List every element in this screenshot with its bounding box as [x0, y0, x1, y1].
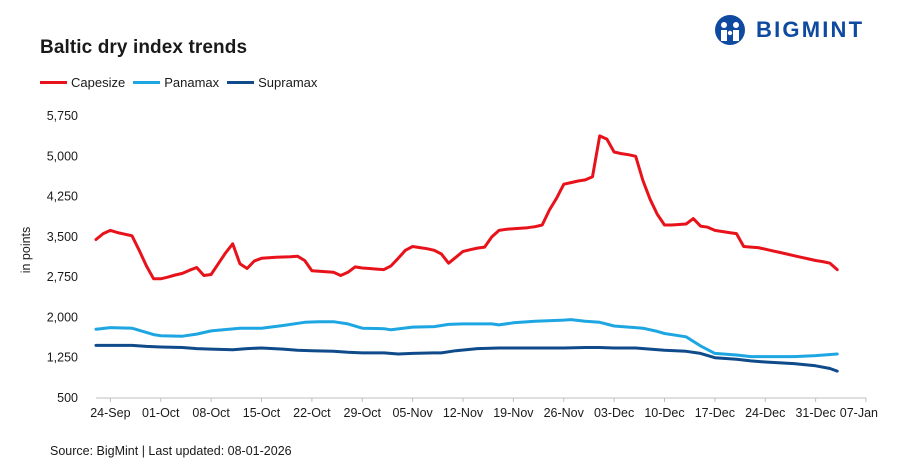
x-tick-label: 19-Nov — [493, 406, 534, 420]
legend-item-panamax[interactable]: Panamax — [133, 75, 219, 90]
legend-label-supramax: Supramax — [258, 75, 318, 90]
x-tick-label: 24-Dec — [745, 406, 785, 420]
x-tick-label: 29-Oct — [344, 406, 382, 420]
x-tick-label: 01-Oct — [142, 406, 180, 420]
legend-swatch-panamax — [133, 81, 161, 84]
x-tick-label: 31-Dec — [795, 406, 835, 420]
legend-item-supramax[interactable]: Supramax — [227, 75, 317, 90]
series-line-panamax — [94, 318, 839, 359]
legend-item-capesize[interactable]: Capesize — [40, 75, 125, 90]
y-tick-label: 2,000 — [47, 310, 78, 324]
series-line-capesize — [94, 134, 839, 281]
x-tick-label: 10-Dec — [644, 406, 684, 420]
x-axis: 24-Sep 01-Oct 08-Oct 15-Oct 22-Oct 29-Oct 05-N… — [90, 397, 878, 420]
x-tick-label: 12-Nov — [443, 406, 484, 420]
y-axis-label: in points — [19, 227, 33, 274]
chart-title: Baltic dry index trends — [40, 37, 248, 58]
x-tick-label: 08-Oct — [192, 406, 230, 420]
y-tick-label: 5,750 — [47, 109, 78, 123]
source-note: Source: BigMint | Last updated: 08-01-20… — [50, 444, 292, 458]
x-tick-label: 17-Dec — [695, 406, 735, 420]
x-tick-label: 15-Oct — [243, 406, 281, 420]
brand-name: BIGMINT — [756, 17, 865, 42]
y-tick-label: 2,750 — [47, 270, 78, 284]
x-tick-label: 05-Nov — [392, 406, 433, 420]
x-tick-label: 22-Oct — [293, 406, 331, 420]
y-tick-label: 4,250 — [47, 190, 78, 204]
series-line-supramax — [94, 343, 839, 373]
y-tick-label: 3,500 — [47, 230, 78, 244]
legend-label-panamax: Panamax — [164, 75, 220, 90]
legend-label-capesize: Capesize — [71, 75, 126, 90]
y-tick-label: 5,000 — [47, 149, 78, 163]
x-tick-label: 03-Dec — [594, 406, 634, 420]
series-layer — [94, 134, 839, 373]
y-tick-label: 500 — [57, 391, 78, 405]
bigmint-logo-icon — [715, 15, 745, 45]
y-tick-label: 1,250 — [47, 351, 78, 365]
legend-swatch-supramax — [227, 81, 255, 84]
x-tick-label: 24-Sep — [90, 406, 130, 420]
x-tick-label: 07-Jan — [840, 406, 878, 420]
y-axis: 500 1,250 2,000 2,750 3,500 4,250 5,000 5,750 — [47, 109, 78, 405]
legend-swatch-capesize — [40, 81, 67, 84]
x-tick-label: 26-Nov — [544, 406, 585, 420]
brand-logo: BIGMINT — [712, 14, 864, 46]
chart-legend: Capesize Panamax Supramax — [40, 75, 325, 90]
